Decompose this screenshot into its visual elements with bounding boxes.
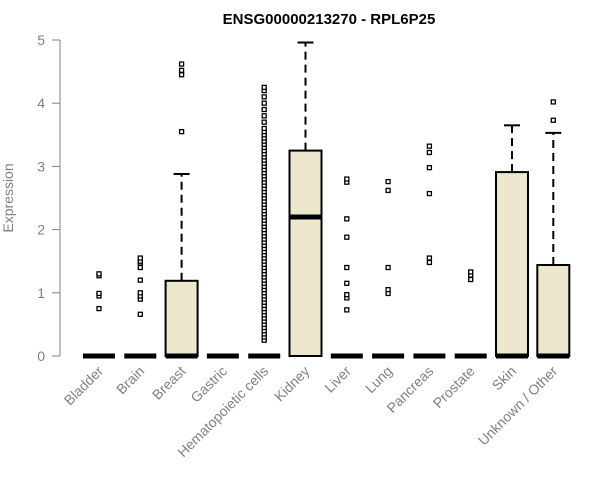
y-tick-label: 5 bbox=[37, 32, 45, 48]
y-axis-label: Expression bbox=[0, 163, 16, 232]
box-liver bbox=[330, 176, 363, 359]
box-iqr bbox=[536, 263, 571, 358]
box-iqr bbox=[164, 279, 199, 357]
outlier-point bbox=[178, 67, 185, 73]
outlier-point bbox=[385, 178, 391, 185]
outlier-point bbox=[426, 143, 433, 149]
outlier-point bbox=[385, 187, 391, 194]
outlier-point bbox=[550, 99, 556, 105]
outlier-point bbox=[96, 305, 102, 312]
box-breast bbox=[164, 61, 199, 359]
box-lung bbox=[372, 178, 405, 359]
outlier-point bbox=[137, 277, 143, 283]
outlier-point bbox=[137, 311, 143, 317]
x-tick-label: Breast bbox=[149, 363, 189, 403]
boxes-layer bbox=[83, 41, 571, 359]
y-tick-label: 3 bbox=[37, 158, 45, 174]
box-prostate bbox=[454, 269, 487, 359]
x-tick-label: Bladder bbox=[61, 363, 107, 409]
outlier-point bbox=[426, 149, 433, 156]
outlier-point bbox=[178, 72, 185, 78]
box-pancreas bbox=[413, 143, 446, 359]
chart-title: ENSG00000213270 - RPL6P25 bbox=[223, 11, 436, 28]
outlier-point bbox=[96, 290, 102, 297]
x-tick-label: Prostate bbox=[430, 363, 478, 411]
outlier-point bbox=[426, 190, 433, 197]
x-tick-label: Skin bbox=[489, 363, 520, 394]
outlier-point bbox=[96, 271, 102, 277]
outlier-point bbox=[344, 292, 350, 298]
outlier-point bbox=[137, 290, 143, 296]
outlier-point bbox=[261, 94, 267, 100]
box-iqr bbox=[495, 171, 529, 357]
box-brain bbox=[124, 255, 157, 359]
outlier-point bbox=[261, 84, 267, 91]
x-tick-label: Liver bbox=[321, 363, 354, 396]
outlier-point bbox=[385, 286, 391, 293]
box-hematopoietic-cells bbox=[248, 84, 281, 359]
outlier-point bbox=[261, 106, 267, 113]
outlier-point bbox=[468, 269, 474, 275]
outlier-point bbox=[178, 128, 185, 135]
outlier-point bbox=[550, 117, 556, 123]
outlier-point bbox=[385, 264, 391, 271]
x-tick-label: Lung bbox=[362, 363, 395, 396]
outlier-point bbox=[426, 259, 433, 266]
outlier-point bbox=[261, 113, 267, 119]
outlier-point bbox=[344, 264, 350, 271]
outlier-point bbox=[137, 255, 143, 261]
outlier-point bbox=[137, 264, 143, 271]
outlier-point bbox=[426, 255, 433, 261]
y-tick-label: 4 bbox=[37, 95, 45, 111]
x-tick-label: Brain bbox=[113, 363, 147, 397]
outlier-point bbox=[344, 307, 350, 313]
outlier-point bbox=[344, 216, 350, 222]
outlier-point bbox=[261, 119, 267, 125]
outlier-point bbox=[468, 276, 474, 283]
outlier-point bbox=[178, 61, 185, 67]
box-bladder bbox=[83, 271, 115, 359]
y-tick-label: 0 bbox=[37, 348, 45, 364]
outlier-point bbox=[344, 234, 350, 240]
box-skin bbox=[495, 124, 529, 359]
outlier-point bbox=[261, 100, 267, 106]
outlier-point bbox=[261, 125, 267, 132]
outlier-point bbox=[344, 176, 350, 182]
outlier-point bbox=[426, 165, 433, 171]
y-tick-label: 1 bbox=[37, 285, 45, 301]
box-kidney bbox=[288, 41, 323, 357]
y-axis-ticks: 0 1 2 3 4 5 bbox=[37, 32, 60, 364]
box-iqr bbox=[288, 149, 323, 357]
x-tick-label: Kidney bbox=[271, 363, 313, 405]
box-unknown-other bbox=[536, 99, 571, 359]
outlier-point bbox=[344, 280, 350, 286]
y-tick-label: 2 bbox=[37, 222, 45, 238]
